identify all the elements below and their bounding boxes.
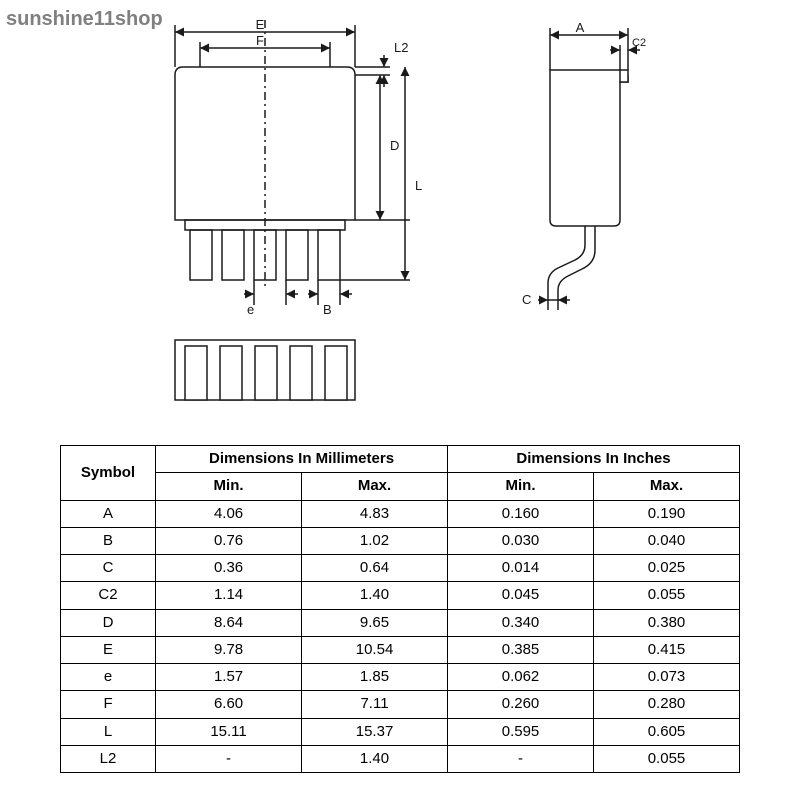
- cell-sym: L: [61, 718, 156, 745]
- cell-sym: D: [61, 609, 156, 636]
- header-mm-max: Max.: [302, 473, 448, 500]
- dim-label-A: A: [576, 20, 585, 35]
- cell-sym: B: [61, 527, 156, 554]
- cell-mm_min: -: [156, 745, 302, 772]
- cell-mm_min: 9.78: [156, 636, 302, 663]
- cell-mm_max: 1.40: [302, 582, 448, 609]
- header-symbol: Symbol: [61, 446, 156, 501]
- cell-in_min: 0.045: [448, 582, 594, 609]
- cell-in_max: 0.073: [594, 664, 740, 691]
- cell-mm_max: 9.65: [302, 609, 448, 636]
- cell-in_max: 0.055: [594, 745, 740, 772]
- dimension-table: Symbol Dimensions In Millimeters Dimensi…: [60, 445, 740, 773]
- dim-label-L2: L2: [394, 40, 408, 55]
- cell-in_min: -: [448, 745, 594, 772]
- table-row: L2-1.40-0.055: [61, 745, 740, 772]
- dim-label-E: E: [256, 20, 265, 32]
- cell-mm_max: 1.02: [302, 527, 448, 554]
- cell-in_min: 0.014: [448, 555, 594, 582]
- cell-in_min: 0.385: [448, 636, 594, 663]
- table-row: F6.607.110.2600.280: [61, 691, 740, 718]
- dim-label-D: D: [390, 138, 399, 153]
- dim-label-C2: C2: [632, 37, 646, 49]
- cell-mm_max: 7.11: [302, 691, 448, 718]
- dim-label-e: e: [247, 302, 254, 317]
- cell-sym: e: [61, 664, 156, 691]
- cell-mm_min: 8.64: [156, 609, 302, 636]
- cell-mm_min: 1.57: [156, 664, 302, 691]
- cell-mm_min: 0.36: [156, 555, 302, 582]
- cell-mm_min: 1.14: [156, 582, 302, 609]
- cell-mm_max: 10.54: [302, 636, 448, 663]
- cell-sym: A: [61, 500, 156, 527]
- cell-sym: L2: [61, 745, 156, 772]
- cell-in_min: 0.340: [448, 609, 594, 636]
- cell-mm_min: 6.60: [156, 691, 302, 718]
- header-in: Dimensions In Inches: [448, 446, 740, 473]
- dim-label-L: L: [415, 178, 422, 193]
- watermark-text: sunshine11shop: [6, 8, 163, 31]
- cell-mm_min: 4.06: [156, 500, 302, 527]
- cell-mm_max: 0.64: [302, 555, 448, 582]
- dim-label-B: B: [323, 302, 332, 317]
- cell-in_max: 0.605: [594, 718, 740, 745]
- cell-in_min: 0.062: [448, 664, 594, 691]
- header-in-max: Max.: [594, 473, 740, 500]
- table-row: B0.761.020.0300.040: [61, 527, 740, 554]
- header-in-min: Min.: [448, 473, 594, 500]
- cell-sym: F: [61, 691, 156, 718]
- cell-in_max: 0.380: [594, 609, 740, 636]
- table-row: e1.571.850.0620.073: [61, 664, 740, 691]
- table-row: D8.649.650.3400.380: [61, 609, 740, 636]
- cell-in_min: 0.260: [448, 691, 594, 718]
- dim-label-F: F: [256, 33, 264, 48]
- cell-mm_min: 15.11: [156, 718, 302, 745]
- cell-sym: C: [61, 555, 156, 582]
- cell-in_max: 0.280: [594, 691, 740, 718]
- header-mm: Dimensions In Millimeters: [156, 446, 448, 473]
- table-row: C21.141.400.0450.055: [61, 582, 740, 609]
- cell-mm_max: 4.83: [302, 500, 448, 527]
- cell-sym: E: [61, 636, 156, 663]
- cell-mm_max: 1.85: [302, 664, 448, 691]
- table-row: L15.1115.370.5950.605: [61, 718, 740, 745]
- table-row: C0.360.640.0140.025: [61, 555, 740, 582]
- cell-in_min: 0.595: [448, 718, 594, 745]
- cell-in_min: 0.160: [448, 500, 594, 527]
- cell-in_max: 0.025: [594, 555, 740, 582]
- package-diagram: E F L2 D L e: [80, 20, 720, 430]
- cell-in_max: 0.055: [594, 582, 740, 609]
- table-row: A4.064.830.1600.190: [61, 500, 740, 527]
- cell-in_min: 0.030: [448, 527, 594, 554]
- table-row: E9.7810.540.3850.415: [61, 636, 740, 663]
- cell-sym: C2: [61, 582, 156, 609]
- cell-mm_min: 0.76: [156, 527, 302, 554]
- cell-mm_max: 15.37: [302, 718, 448, 745]
- cell-in_max: 0.415: [594, 636, 740, 663]
- header-mm-min: Min.: [156, 473, 302, 500]
- dim-label-C: C: [522, 292, 531, 307]
- cell-in_max: 0.190: [594, 500, 740, 527]
- cell-in_max: 0.040: [594, 527, 740, 554]
- cell-mm_max: 1.40: [302, 745, 448, 772]
